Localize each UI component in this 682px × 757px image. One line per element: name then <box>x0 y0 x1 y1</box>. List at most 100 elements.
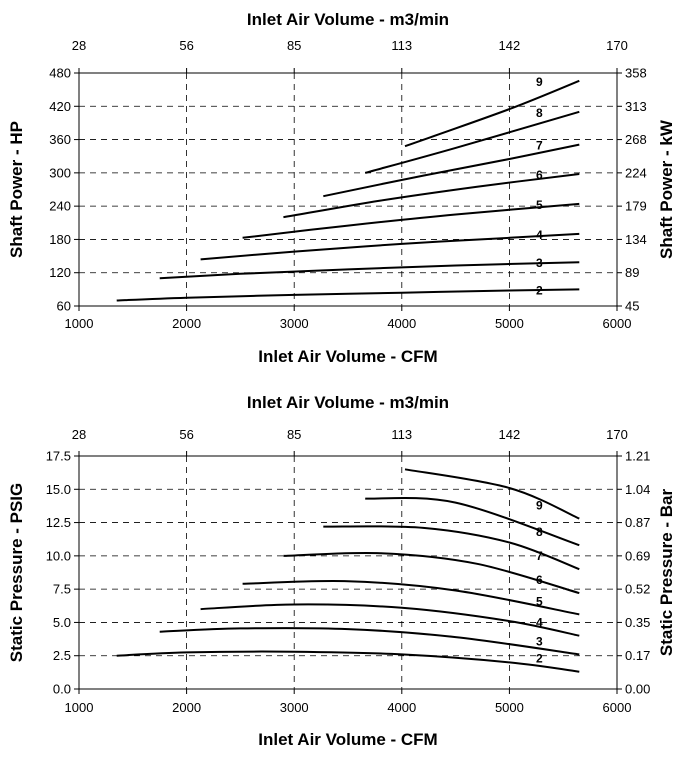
x-tick-label: 4000 <box>387 700 416 715</box>
y2-tick-label: 1.04 <box>625 482 650 497</box>
series-label-8: 8 <box>536 525 543 539</box>
x-tick-label: 5000 <box>495 700 524 715</box>
y2-tick-label: 0.69 <box>625 548 650 563</box>
series-label-6: 6 <box>536 168 543 182</box>
y-axis-title: Shaft Power - HP <box>7 121 26 258</box>
x-tick-label: 2000 <box>172 316 201 331</box>
y2-axis-title: Shaft Power - kW <box>657 119 676 259</box>
top-tick-label: 170 <box>606 427 628 442</box>
top-tick-label: 28 <box>72 38 86 53</box>
series-label-6: 6 <box>536 573 543 587</box>
top-tick-label: 142 <box>499 38 521 53</box>
x-tick-label: 6000 <box>603 700 632 715</box>
x-tick-label: 1000 <box>65 316 94 331</box>
y-tick-label: 10.0 <box>46 548 71 563</box>
top-axis-title: Inlet Air Volume - m3/min <box>247 393 449 412</box>
series-label-8: 8 <box>536 106 543 120</box>
series-label-9: 9 <box>536 499 543 513</box>
y-tick-label: 360 <box>49 132 71 147</box>
series-line-7 <box>323 143 580 198</box>
x-tick-label: 2000 <box>172 700 201 715</box>
x-tick-label: 3000 <box>280 700 309 715</box>
series-label-2: 2 <box>536 283 543 297</box>
y-tick-label: 2.5 <box>53 648 71 663</box>
y-tick-label: 7.5 <box>53 582 71 597</box>
y-tick-label: 120 <box>49 265 71 280</box>
series-line-5 <box>242 579 580 616</box>
series-line-4 <box>200 603 580 637</box>
y-tick-label: 15.0 <box>46 482 71 497</box>
y-tick-label: 180 <box>49 232 71 247</box>
series-line-5 <box>242 202 580 239</box>
x-tick-label: 5000 <box>495 316 524 331</box>
x-tick-label: 6000 <box>603 316 632 331</box>
y2-tick-label: 134 <box>625 232 647 247</box>
series-line-2 <box>116 650 580 673</box>
series-line-8 <box>364 110 580 174</box>
top-tick-label: 28 <box>72 427 86 442</box>
y2-tick-label: 45 <box>625 299 639 314</box>
series-label-7: 7 <box>536 139 543 153</box>
y2-tick-label: 268 <box>625 132 647 147</box>
y2-tick-label: 179 <box>625 199 647 214</box>
series-line-9 <box>404 468 580 520</box>
series-label-3: 3 <box>536 256 543 270</box>
top-tick-label: 142 <box>499 427 521 442</box>
y2-tick-label: 0.17 <box>625 648 650 663</box>
series-label-2: 2 <box>536 652 543 666</box>
y-tick-label: 300 <box>49 165 71 180</box>
series-label-9: 9 <box>536 75 543 89</box>
series-line-2 <box>116 288 580 302</box>
y-tick-label: 17.5 <box>46 449 71 464</box>
y2-tick-label: 358 <box>625 66 647 81</box>
series-line-7 <box>323 525 580 571</box>
plot-frame <box>78 455 618 690</box>
top-tick-label: 85 <box>287 427 301 442</box>
series-label-7: 7 <box>536 549 543 563</box>
series-line-4 <box>200 232 580 261</box>
series-line-8 <box>365 496 580 547</box>
series-label-4: 4 <box>536 616 543 630</box>
y-tick-label: 5.0 <box>53 615 71 630</box>
top-tick-label: 56 <box>179 427 193 442</box>
y2-tick-label: 89 <box>625 265 639 280</box>
top-tick-label: 85 <box>287 38 301 53</box>
x-axis-title: Inlet Air Volume - CFM <box>258 730 437 749</box>
series-label-5: 5 <box>536 594 543 608</box>
y-tick-label: 240 <box>49 199 71 214</box>
x-tick-label: 1000 <box>65 700 94 715</box>
series-line-3 <box>159 261 580 280</box>
y-tick-label: 420 <box>49 99 71 114</box>
top-tick-label: 56 <box>179 38 193 53</box>
y-tick-label: 480 <box>49 66 71 81</box>
plot-frame <box>78 72 618 307</box>
x-axis-title: Inlet Air Volume - CFM <box>258 347 437 366</box>
top-tick-label: 113 <box>391 427 412 442</box>
y-tick-label: 12.5 <box>46 515 71 530</box>
series-line-6 <box>283 173 580 219</box>
x-tick-label: 4000 <box>387 316 416 331</box>
top-tick-label: 170 <box>606 38 628 53</box>
y2-tick-label: 0.00 <box>625 682 650 697</box>
series-line-3 <box>159 627 580 656</box>
y2-tick-label: 0.52 <box>625 582 650 597</box>
series-line-6 <box>283 551 580 595</box>
y2-tick-label: 224 <box>625 165 647 180</box>
top-axis-title: Inlet Air Volume - m3/min <box>247 10 449 29</box>
series-line-9 <box>404 79 580 148</box>
y2-axis-title: Static Pressure - Bar <box>657 488 676 656</box>
y2-tick-label: 0.87 <box>625 515 650 530</box>
y-axis-title: Static Pressure - PSIG <box>7 483 26 663</box>
y2-tick-label: 0.35 <box>625 615 650 630</box>
series-label-4: 4 <box>536 228 543 242</box>
top-tick-label: 113 <box>391 38 412 53</box>
y-tick-label: 0.0 <box>53 682 71 697</box>
x-tick-label: 3000 <box>280 316 309 331</box>
y2-tick-label: 313 <box>625 99 647 114</box>
y-tick-label: 60 <box>57 299 71 314</box>
y2-tick-label: 1.21 <box>625 449 650 464</box>
